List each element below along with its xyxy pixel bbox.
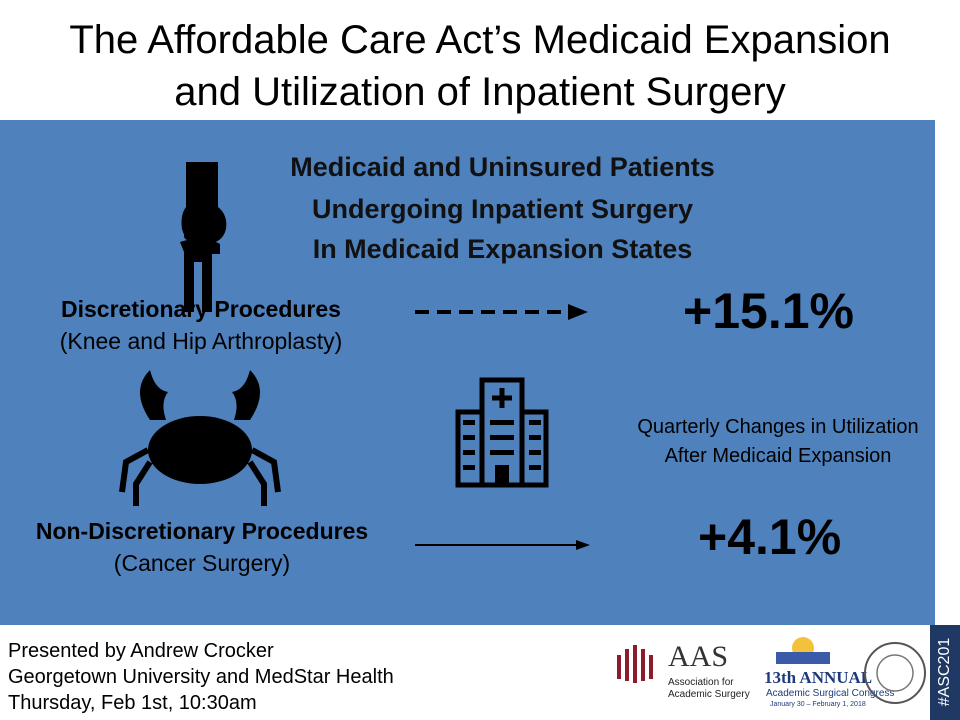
- icons: [119, 162, 590, 550]
- hashtag-tab: [930, 625, 960, 720]
- crab-icon: [119, 370, 281, 506]
- heading-line: Undergoing Inpatient Surgery: [311, 194, 694, 224]
- change-value: +4.1%: [698, 509, 842, 565]
- congress-emblem: [776, 637, 830, 664]
- title-line: The Affordable Care Act’s Medicaid Expan…: [69, 18, 891, 62]
- arrow-head: [576, 540, 590, 550]
- caption-line: After Medicaid Expansion: [664, 445, 892, 467]
- aas-name: Association for: [668, 677, 734, 688]
- knee-icon: [180, 162, 227, 312]
- heading-line: Medicaid and Uninsured Patients: [290, 152, 715, 182]
- procedure-label: Discretionary Procedures: [61, 296, 341, 322]
- change-value: +15.1%: [683, 283, 854, 339]
- presenter-line: Georgetown University and MedStar Health: [8, 666, 394, 688]
- procedure-label: Non-Discretionary Procedures: [35, 518, 369, 544]
- presenter-line: Thursday, Feb 1st, 10:30am: [8, 692, 257, 714]
- procedure-detail: (Cancer Surgery): [113, 550, 291, 576]
- procedure-detail: (Knee and Hip Arthroplasty): [59, 328, 343, 354]
- panel: Medicaid and Uninsured Patients Undergoi…: [0, 120, 935, 625]
- aas-mark: [617, 645, 653, 683]
- aas-abbr: AAS: [668, 640, 729, 673]
- title-line: and Utilization of Inpatient Surgery: [174, 70, 786, 114]
- presenter-line: Presented by Andrew Crocker: [8, 640, 274, 662]
- aas-name: Academic Surgery: [668, 689, 750, 700]
- congress-edition: 13th ANNUAL: [764, 668, 873, 687]
- hashtag: #ASC201: [936, 637, 953, 707]
- arrow-head: [568, 304, 588, 320]
- heading-line: In Medicaid Expansion States: [312, 234, 693, 264]
- society-seal: [864, 642, 926, 704]
- hospital-windows: [463, 420, 541, 485]
- congress-dates: January 30 – February 1, 2018: [770, 701, 866, 708]
- congress-name: Academic Surgical Congress: [766, 688, 895, 699]
- caption-line: Quarterly Changes in Utilization: [637, 416, 919, 438]
